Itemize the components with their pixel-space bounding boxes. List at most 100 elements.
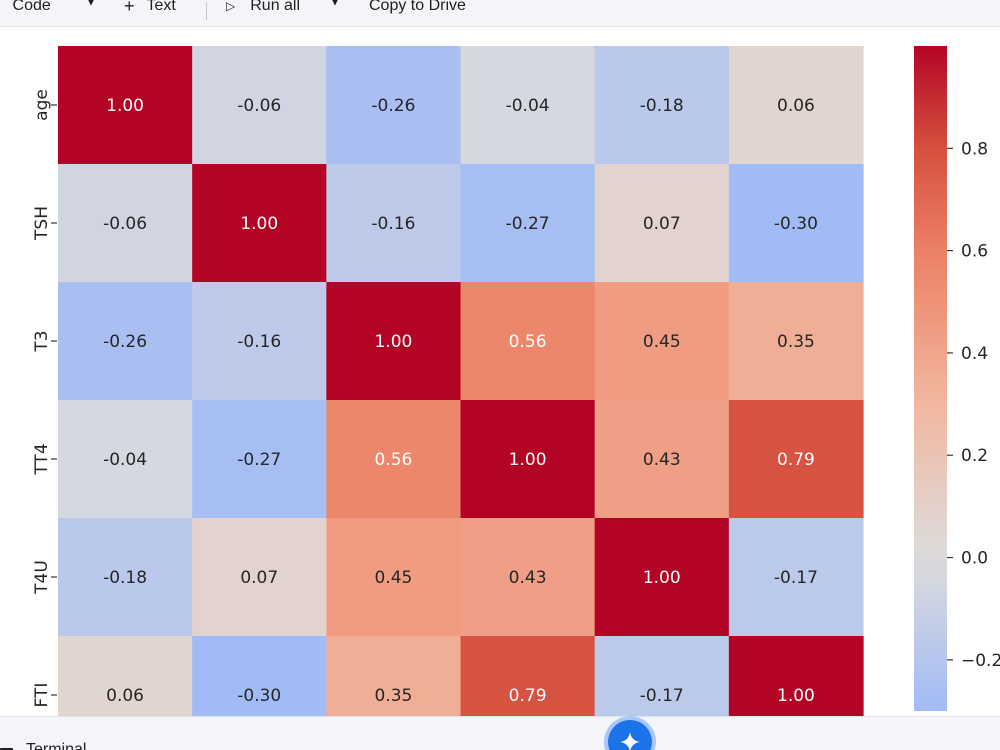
- heatmap-cell: [326, 518, 462, 637]
- heatmap-cell: [728, 400, 864, 519]
- sparkle-icon: [620, 732, 640, 750]
- colorbar: [914, 46, 947, 711]
- notebook-toolbar: + Code ▼ + Text ▷ Run all ▼ Copy to Driv…: [0, 0, 1000, 27]
- heatmap-cell-label: -0.30: [237, 686, 281, 706]
- heatmap-cell-label: 1.00: [509, 450, 547, 470]
- heatmap-cell-label: 0.79: [777, 450, 815, 470]
- heatmap-cell: [728, 518, 864, 637]
- heatmap-cell: [192, 400, 327, 519]
- colorbar-tick-label: 0.4: [961, 344, 988, 364]
- plus-icon: +: [124, 0, 135, 16]
- correlation-heatmap: 1.00 -0.06 -0.26 -0.04 -0.18 0.06 -0.06 1.00 -0.…: [32, 46, 1000, 750]
- heatmap-cell-label: 0.45: [374, 568, 412, 588]
- heatmap-cell: [192, 518, 327, 637]
- heatmap-cell: [460, 282, 596, 401]
- heatmap-cell: [594, 46, 730, 165]
- add-text-label: Text: [146, 0, 176, 14]
- heatmap-cell: [460, 46, 596, 165]
- heatmap-cell: [58, 518, 193, 637]
- heatmap-cell: [460, 518, 596, 637]
- heatmap-cell: [58, 164, 193, 283]
- heatmap-cell: [326, 164, 462, 283]
- bottom-status-bar: Terminal: [0, 716, 1000, 750]
- heatmap-cell-label: -0.18: [640, 96, 684, 116]
- heatmap-cell: [460, 400, 596, 519]
- heatmap-cell: [728, 282, 864, 401]
- heatmap-cell: [326, 282, 462, 401]
- heatmap-cell-label: 0.43: [509, 568, 547, 588]
- heatmap-cell-label: -0.16: [237, 332, 281, 352]
- heatmap-cell-label: 0.56: [509, 332, 547, 352]
- heatmap-cell-label: -0.04: [506, 96, 550, 116]
- heatmap-cell-label: 0.35: [777, 332, 815, 352]
- add-text-button[interactable]: + Text: [124, 0, 176, 16]
- heatmap-cell-label: -0.18: [103, 568, 147, 588]
- heatmap-cell-label: -0.06: [103, 214, 147, 234]
- heatmap-cell: [192, 164, 327, 283]
- copy-to-drive-button[interactable]: Copy to Drive: [369, 0, 466, 16]
- heatmap-cell-label: 0.06: [106, 686, 144, 706]
- heatmap-cell: [594, 518, 730, 637]
- copy-to-drive-label: Copy to Drive: [369, 0, 466, 14]
- heatmap-cell: [460, 164, 596, 283]
- heatmap-cell-label: -0.27: [237, 450, 281, 470]
- heatmap-cell: [192, 46, 327, 165]
- heatmap-cell-label: 1.00: [374, 332, 412, 352]
- colorbar-tick-label: 0.2: [961, 446, 988, 466]
- play-icon: ▷: [226, 0, 236, 13]
- y-axis-tick-label: T3: [32, 330, 52, 352]
- cell-output: 1.00 -0.06 -0.26 -0.04 -0.18 0.06 -0.06 1.00 -0.…: [0, 36, 1000, 750]
- y-axis-tick-label: FTI: [32, 683, 52, 708]
- heatmap-cell-label: -0.04: [103, 450, 147, 470]
- heatmap-cell-label: 0.07: [643, 214, 681, 234]
- heatmap-cell-label: 1.00: [240, 214, 278, 234]
- y-axis-tick-label: TT4: [32, 443, 52, 475]
- heatmap-cell: [728, 164, 864, 283]
- y-axis-tick-label: T4U: [32, 560, 52, 595]
- heatmap-cell: [326, 400, 462, 519]
- run-all-button[interactable]: ▷ Run all: [226, 0, 300, 16]
- run-all-dropdown-chevron-icon[interactable]: ▼: [330, 0, 340, 8]
- heatmap-cell-label: -0.17: [640, 686, 684, 706]
- heatmap-cell: [594, 282, 730, 401]
- heatmap-cell-label: -0.30: [774, 214, 818, 234]
- heatmap-cell-label: -0.17: [774, 568, 818, 588]
- plus-icon: +: [0, 0, 1, 15]
- y-axis-tick-label: TSH: [32, 206, 52, 241]
- heatmap-cell-label: 1.00: [106, 96, 144, 116]
- add-code-button[interactable]: + Code: [0, 0, 51, 16]
- heatmap-cell-label: 0.45: [643, 332, 681, 352]
- heatmap-cell-label: -0.27: [506, 214, 550, 234]
- colorbar-tick-label: 0.8: [961, 139, 988, 159]
- heatmap-cell: [58, 282, 193, 401]
- heatmap-cell-label: -0.26: [371, 96, 415, 116]
- terminal-label[interactable]: Terminal: [26, 741, 87, 750]
- colorbar-tick-label: −0.2: [961, 651, 1000, 671]
- heatmap-cell-label: -0.06: [237, 96, 281, 116]
- gemini-assistant-button[interactable]: [608, 720, 652, 750]
- code-dropdown-chevron-icon[interactable]: ▼: [86, 0, 96, 8]
- heatmap-cell: [326, 46, 462, 165]
- heatmap-cell-label: -0.16: [371, 214, 415, 234]
- heatmap-cell: [58, 46, 193, 165]
- colorbar-tick-label: 0.6: [961, 242, 988, 262]
- heatmap-cell: [192, 282, 327, 401]
- colorbar-tick-label: 0.0: [961, 549, 988, 569]
- heatmap-cell: [728, 46, 864, 165]
- heatmap-cell-label: 1.00: [777, 686, 815, 706]
- add-code-label: Code: [12, 0, 51, 14]
- heatmap-cell-label: 0.79: [509, 686, 547, 706]
- y-axis-tick-label: age: [32, 89, 52, 121]
- toolbar-divider: [206, 2, 207, 20]
- heatmap-cell-label: -0.26: [103, 332, 147, 352]
- run-all-label: Run all: [250, 0, 301, 14]
- heatmap-cell: [594, 164, 730, 283]
- heatmap-cell: [594, 400, 730, 519]
- heatmap-cell-label: 0.43: [643, 450, 681, 470]
- heatmap-cell-label: 0.35: [374, 686, 412, 706]
- heatmap-cell-label: 1.00: [643, 568, 681, 588]
- heatmap-cell-label: 0.56: [374, 450, 412, 470]
- heatmap-cell-label: 0.07: [240, 568, 278, 588]
- terminal-icon: [0, 748, 13, 750]
